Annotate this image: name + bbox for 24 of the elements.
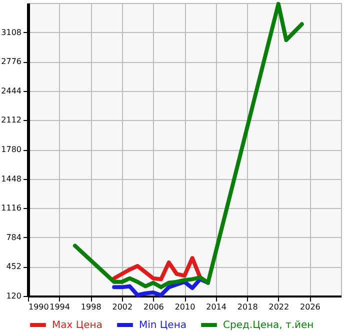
x-tick-label: 1994 <box>50 302 70 312</box>
x-tick-label: 2002 <box>112 302 133 312</box>
legend-label: Сред.Цена, т.йен <box>223 320 314 331</box>
x-tick-label: 2018 <box>237 302 258 312</box>
y-tick-label: 1780 <box>1 145 22 154</box>
x-tick-label: 2014 <box>206 302 226 312</box>
y-tick-label: 1448 <box>1 174 22 184</box>
y-tick-label: 2776 <box>1 57 22 66</box>
x-tick-label: 2006 <box>144 302 164 312</box>
x-tick-label: 2026 <box>300 302 320 312</box>
y-tick-label: 2112 <box>1 116 22 125</box>
x-tick-label: 2022 <box>268 302 290 312</box>
legend-label: Min Цена <box>139 320 187 331</box>
y-tick-label: 2444 <box>1 86 22 96</box>
y-tick-label: 1116 <box>1 204 22 213</box>
y-tick-label: 784 <box>6 232 22 242</box>
y-tick-label: 452 <box>6 262 22 272</box>
x-tick-label: 2010 <box>174 302 196 312</box>
legend-label: Max Цена <box>52 320 102 331</box>
x-tick-label: 1990 <box>28 302 49 312</box>
y-tick-label: 3108 <box>1 28 22 37</box>
y-tick-label: 120 <box>6 292 22 300</box>
x-tick-label: 1998 <box>80 302 102 312</box>
line-series <box>72 2 304 290</box>
